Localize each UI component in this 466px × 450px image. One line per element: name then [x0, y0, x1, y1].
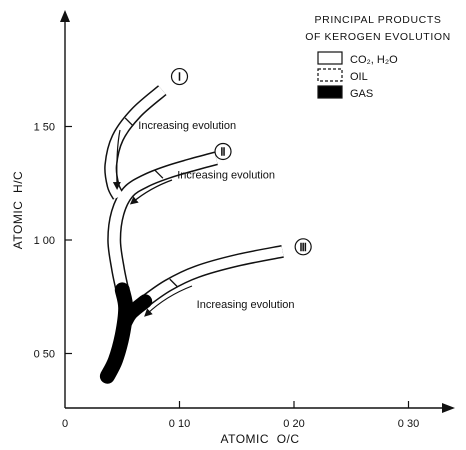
evolution-arrow-1: [112, 129, 121, 190]
legend-swatch: [317, 85, 343, 99]
product-boundary-i: [124, 117, 134, 127]
legend-title-line2: OF KEROGEN EVOLUTION: [305, 31, 451, 43]
series-label-i: Ⅰ: [178, 72, 181, 84]
series-label-group: Ⅰ Ⅱ Ⅲ: [170, 67, 312, 256]
annotation-increasing-evolution: Increasing evolution: [177, 170, 275, 182]
product-boundary-iii: [169, 278, 179, 288]
series-label-circle-ii: [214, 142, 232, 161]
series-label-circle-iii: [294, 238, 312, 256]
series-label-circle-i: [170, 67, 189, 86]
gas-segment-ii: [99, 282, 134, 384]
product-boundary-ii: [154, 169, 164, 179]
annotation-increasing-evolution: Increasing evolution: [138, 120, 236, 132]
legend-label: GAS: [350, 88, 373, 100]
legend-label: OIL: [350, 71, 368, 83]
x-axis-arrow-icon: [442, 403, 455, 413]
legend-swatch: [317, 51, 343, 65]
evolution-arrow-3: [144, 285, 193, 317]
y-tick-label: 0 50: [34, 349, 55, 361]
y-tick-label: 1 50: [34, 122, 55, 134]
x-tick-label: 0 10: [169, 418, 190, 430]
legend: PRINCIPAL PRODUCTS OF KEROGEN EVOLUTION …: [305, 14, 451, 100]
annotation-group: Increasing evolution Increasing evolution…: [138, 120, 294, 311]
y-axis-title: ATOMIC H/C: [11, 171, 25, 249]
legend-title-line1: PRINCIPAL PRODUCTS: [315, 14, 442, 26]
x-tick-label: 0 20: [283, 418, 304, 430]
legend-label: CO₂, H₂O: [350, 54, 398, 66]
y-tick-label: 1 00: [34, 235, 55, 247]
annotation-increasing-evolution: Increasing evolution: [197, 299, 295, 311]
x-axis-title: ATOMIC O/C: [220, 432, 299, 446]
gas-segment-iii: [118, 294, 153, 329]
series-label-iii: Ⅲ: [299, 242, 307, 254]
curve-group: [99, 85, 284, 384]
x-tick-label: 0: [62, 418, 68, 430]
evolution-arrow-2: [129, 179, 173, 205]
legend-swatch: [317, 68, 343, 82]
legend-items: CO₂, H₂O OIL GAS: [317, 51, 398, 100]
y-axis-arrow-icon: [60, 10, 70, 22]
x-tick-label: 0 30: [398, 418, 419, 430]
series-label-ii: Ⅱ: [220, 146, 225, 158]
